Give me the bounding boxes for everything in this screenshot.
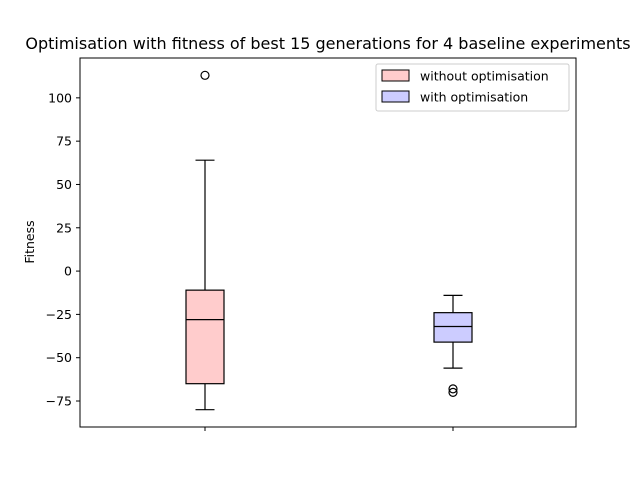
y-tick-label: −25 <box>46 307 72 322</box>
box-iqr <box>185 289 225 385</box>
box-group <box>433 294 473 397</box>
y-tick-label: 50 <box>56 177 72 192</box>
plot-frame <box>79 57 577 428</box>
y-tick-label: 25 <box>56 220 72 235</box>
y-tick-label: 75 <box>56 134 72 149</box>
plot-area <box>185 70 473 411</box>
legend-swatch <box>381 69 410 82</box>
outlier-point <box>448 384 458 394</box>
box-iqr <box>433 312 473 343</box>
box-group <box>185 70 225 411</box>
chart-title: Optimisation with fitness of best 15 gen… <box>25 34 630 53</box>
y-tick-label: −50 <box>46 350 72 365</box>
legend-swatch <box>381 90 410 103</box>
y-axis-label: Fitness <box>22 220 37 263</box>
legend: without optimisation with optimisation <box>375 63 570 112</box>
legend-label: with optimisation <box>420 90 528 105</box>
legend-label: without optimisation <box>420 69 549 84</box>
legend-frame <box>375 63 570 112</box>
y-tick-label: 0 <box>64 264 72 279</box>
outlier-point <box>448 387 458 397</box>
y-tick-label: 100 <box>48 90 72 105</box>
outlier-point <box>200 70 210 80</box>
y-tick-label: −75 <box>46 394 72 409</box>
y-axis: −75 −50 −25 0 25 50 75 100 <box>46 90 454 431</box>
